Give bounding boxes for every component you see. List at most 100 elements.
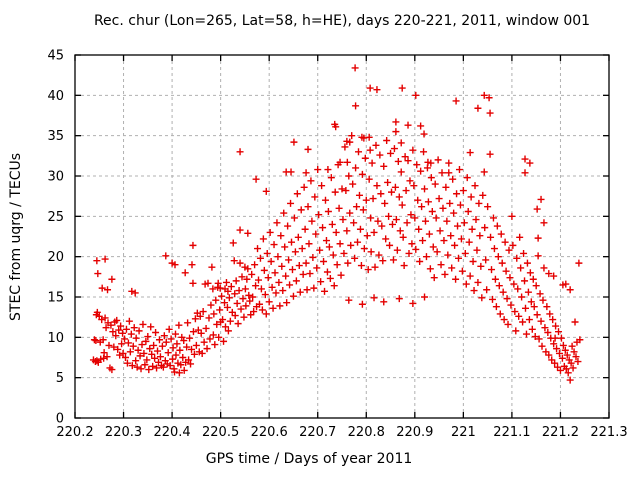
data-point xyxy=(149,362,157,370)
data-point xyxy=(216,306,224,314)
data-point xyxy=(347,241,355,249)
data-point xyxy=(489,214,497,222)
data-point xyxy=(404,157,412,165)
data-point xyxy=(223,303,231,311)
data-point xyxy=(355,191,363,199)
data-point xyxy=(498,259,506,267)
data-point xyxy=(229,239,237,247)
data-point xyxy=(307,177,315,185)
data-point xyxy=(543,303,551,311)
data-point xyxy=(349,180,357,188)
data-point xyxy=(288,238,296,246)
data-point xyxy=(122,325,130,333)
data-point xyxy=(225,294,233,302)
data-point xyxy=(558,354,566,362)
data-point xyxy=(455,254,463,262)
data-point xyxy=(487,233,495,241)
data-point xyxy=(555,349,563,357)
data-point xyxy=(494,253,502,261)
data-point xyxy=(92,337,100,345)
data-point xyxy=(444,251,452,259)
data-point xyxy=(328,220,336,228)
data-point xyxy=(133,363,141,371)
data-point xyxy=(417,122,425,130)
data-point xyxy=(224,327,232,335)
data-point xyxy=(550,340,558,348)
data-point xyxy=(522,330,530,338)
data-point xyxy=(501,238,509,246)
data-point xyxy=(562,365,570,373)
data-point xyxy=(269,304,277,312)
data-point xyxy=(143,356,151,364)
data-point xyxy=(112,332,120,340)
data-point xyxy=(117,322,125,330)
data-point xyxy=(443,217,451,225)
data-point xyxy=(287,168,295,176)
data-point xyxy=(284,222,292,230)
data-point xyxy=(241,285,249,293)
data-point xyxy=(128,362,136,370)
data-point xyxy=(534,252,542,260)
data-point xyxy=(365,175,373,183)
data-point xyxy=(535,335,543,343)
data-point xyxy=(545,270,553,278)
data-point xyxy=(303,286,311,294)
data-point xyxy=(183,343,191,351)
data-point xyxy=(545,351,553,359)
data-point xyxy=(191,315,199,323)
data-point xyxy=(318,182,326,190)
data-point xyxy=(417,167,425,175)
data-point xyxy=(220,337,228,345)
data-point xyxy=(93,357,101,365)
data-point xyxy=(322,237,330,245)
data-point xyxy=(549,316,557,324)
data-point xyxy=(208,263,216,271)
data-point xyxy=(227,283,235,291)
data-point xyxy=(254,245,262,253)
data-point xyxy=(408,240,416,248)
x-tick-label: 220.3 xyxy=(105,425,142,440)
data-point xyxy=(242,302,250,310)
data-point xyxy=(355,148,363,156)
data-point xyxy=(179,354,187,361)
data-point xyxy=(437,261,445,269)
data-point xyxy=(119,349,127,357)
data-point xyxy=(376,151,384,159)
data-point xyxy=(390,145,398,153)
data-point xyxy=(314,166,322,174)
data-point xyxy=(294,233,302,241)
data-point xyxy=(551,359,559,367)
data-point xyxy=(438,169,446,177)
data-point xyxy=(350,219,358,227)
data-point xyxy=(499,288,507,296)
data-point xyxy=(473,246,481,254)
data-point xyxy=(453,190,461,198)
data-point xyxy=(411,214,419,222)
data-point xyxy=(274,253,282,261)
data-point xyxy=(147,323,155,331)
data-point xyxy=(540,219,548,227)
data-point xyxy=(492,303,500,311)
data-point xyxy=(391,183,399,191)
data-point xyxy=(425,230,433,238)
data-point xyxy=(466,149,474,157)
data-point xyxy=(184,319,192,327)
data-point xyxy=(508,212,516,220)
data-point xyxy=(243,275,251,283)
data-point xyxy=(556,366,564,374)
data-point xyxy=(295,262,303,270)
data-point xyxy=(538,342,546,350)
data-point xyxy=(493,222,501,230)
y-tick-label: 30 xyxy=(47,170,64,185)
data-point xyxy=(457,235,465,243)
data-point xyxy=(426,265,434,273)
data-point xyxy=(430,274,438,282)
data-point xyxy=(454,222,462,230)
data-point xyxy=(500,316,508,324)
data-point xyxy=(255,276,263,284)
data-point xyxy=(451,241,459,249)
data-point xyxy=(571,318,579,326)
data-point xyxy=(463,174,471,182)
data-point xyxy=(101,255,109,263)
data-point xyxy=(135,327,143,335)
